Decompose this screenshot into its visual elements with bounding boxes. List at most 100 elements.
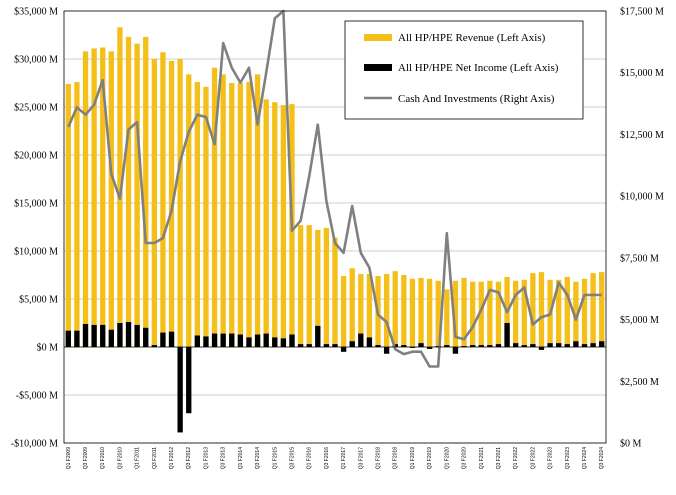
x-tick-label: Q3 F2019 [427,447,433,469]
revenue-bar [599,272,605,347]
x-tick-label: Q1 F2023 [548,447,554,469]
x-tick-label: Q1 F2011 [135,447,141,469]
net-income-bar [74,330,80,347]
right-tick-label: $0 M [620,439,642,450]
revenue-bar [538,272,545,347]
net-income-bar [186,347,192,414]
revenue-bar [358,274,364,347]
net-income-bar [599,341,605,347]
net-income-bar [263,333,269,347]
net-income-bar [315,325,321,347]
x-tick-label: Q1 F2010 [100,447,106,469]
x-tick-label: Q3 F2014 [255,447,261,469]
revenue-bar [435,280,441,347]
x-tick-label: Q1 F2009 [66,447,72,469]
left-tick-label: $0 M [37,343,59,354]
net-income-bar [538,347,545,350]
revenue-bar [409,278,416,347]
revenue-bar [117,27,123,347]
axes [63,10,607,444]
revenue-bar [556,279,562,347]
revenue-bar [452,280,459,347]
left-axis-ticks: -$10,000 M -$5,000 M $0 M $5,000 M $10,000 M… [11,7,58,450]
revenue-bars [65,27,605,348]
net-income-bar [108,329,114,347]
net-income-bar [401,345,407,347]
cash-line [67,9,602,368]
net-income-bar [573,341,579,347]
legend-label-revenue: All HP/HPE Revenue (Left Axis) [398,32,546,44]
x-tick-label: Q3 F2012 [186,447,192,469]
net-income-bar [366,337,373,347]
left-tick-label: $15,000 M [14,199,58,210]
x-tick-label: Q3 F2010 [117,447,123,469]
net-income-bar [444,345,450,347]
left-tick-label: $20,000 M [14,151,58,162]
revenue-bar [194,82,201,347]
net-income-bar [512,343,519,347]
net-income-bar [332,344,338,347]
x-tick-label: Q1 F2016 [307,447,313,469]
net-income-bar [289,334,295,347]
x-tick-label: Q3 F2017 [358,447,364,469]
revenue-bar [530,273,536,347]
net-income-bar [564,344,570,347]
left-tick-label: $10,000 M [14,247,58,258]
revenue-bar [366,274,373,347]
x-axis-ticks: Q1 F2009 Q3 F2009 Q1 F2010 Q3 F2010 Q1 F2011… [66,447,605,469]
cash-line-group [67,9,602,368]
x-tick-label: Q3 F2021 [496,447,502,469]
net-income-bar [220,333,226,347]
net-income-bar [272,337,278,347]
revenue-bar [564,276,570,347]
right-tick-label: $12,500 M [620,130,664,141]
revenue-bar [392,271,398,347]
net-income-bar [134,324,140,347]
net-income-bar [211,333,218,347]
x-tick-label: Q1 F2020 [444,447,450,469]
revenue-bar [254,74,261,348]
net-income-bar [358,333,364,347]
revenue-bar [469,281,476,347]
net-income-bar [168,331,175,347]
revenue-bar [478,281,484,347]
net-income-bar [65,330,71,347]
revenue-bar [349,268,355,347]
revenue-bar [332,237,338,347]
x-tick-label: Q3 F2011 [152,447,158,469]
x-tick-label: Q1 F2018 [376,447,382,469]
net-income-bar [117,323,123,347]
net-income-bar [556,343,562,347]
x-tick-label: Q3 F2016 [324,447,330,469]
net-income-bar [469,345,476,347]
net-income-bar [297,344,304,347]
net-income-bar [280,338,287,347]
revenue-bar [229,83,235,347]
right-tick-label: $17,500 M [620,7,664,18]
net-income-bar [590,343,596,347]
x-tick-label: Q1 F2013 [203,447,209,469]
revenue-bar [315,229,321,347]
left-tick-label: -$10,000 M [11,439,58,450]
net-income-bar [100,324,106,347]
legend: All HP/HPE Revenue (Left Axis) All HP/HP… [344,20,584,120]
net-income-bar [254,334,261,347]
net-income-bar [340,347,347,352]
revenue-bar [306,225,312,347]
net-income-bar [229,333,235,347]
revenue-bar [495,281,502,347]
left-tick-label: $5,000 M [19,295,58,306]
left-tick-label: $35,000 M [14,7,58,18]
revenue-bar [74,82,80,347]
x-tick-label: Q1 F2019 [410,447,416,469]
legend-label-net-income: All HP/HPE Net Income (Left Axis) [398,62,559,74]
net-income-bar [246,337,252,347]
revenue-bar [177,59,183,347]
revenue-bar [82,51,89,347]
net-income-bar [530,344,536,347]
net-income-bar [237,334,244,347]
net-income-bar [91,324,97,347]
x-tick-label: Q1 F2024 [582,447,588,469]
revenue-bar [186,74,192,348]
net-income-bar [306,344,312,347]
